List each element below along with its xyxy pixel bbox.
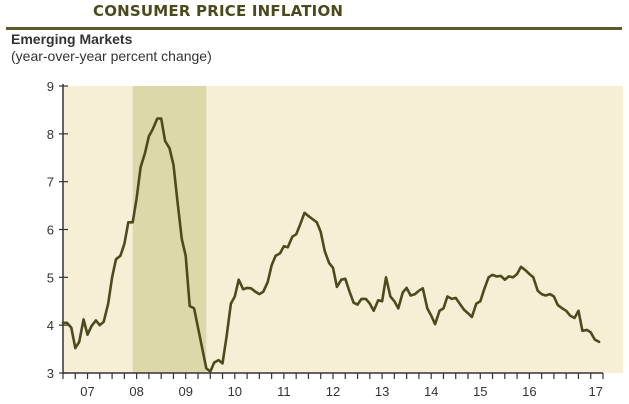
x-tick-label: 07	[80, 384, 94, 399]
chart-header-title: CONSUMER PRICE INFLATION	[93, 2, 344, 20]
x-tick-label: 08	[129, 384, 143, 399]
x-tick-label: 14	[424, 384, 438, 399]
x-tick-label: 17	[589, 384, 603, 399]
x-tick-label: 09	[178, 384, 192, 399]
y-tick-label: 5	[47, 270, 54, 285]
x-tick-label: 15	[473, 384, 487, 399]
x-tick-label: 11	[277, 384, 291, 399]
x-axis: 07 08 09 10 11 12 13 14 15 16 17	[62, 372, 604, 399]
header-rule	[6, 27, 622, 30]
shaded-region	[132, 86, 207, 373]
y-axis: 3 4 5 6 7 8 9	[47, 79, 68, 381]
x-tick-label: 10	[228, 384, 242, 399]
y-tick-label: 4	[47, 318, 54, 333]
chart-title: Emerging Markets	[11, 31, 133, 47]
x-tick-label: 13	[375, 384, 389, 399]
series-line	[61, 117, 601, 373]
y-tick-label: 8	[47, 127, 54, 142]
chart-subtitle: (year-over-year percent change)	[11, 48, 212, 64]
y-tick-label: 9	[47, 79, 54, 94]
y-tick-label: 3	[47, 366, 54, 381]
x-tick-label: 12	[326, 384, 340, 399]
y-tick-label: 6	[47, 223, 54, 238]
x-tick-label: 16	[522, 384, 536, 399]
y-tick-label: 7	[47, 175, 54, 190]
